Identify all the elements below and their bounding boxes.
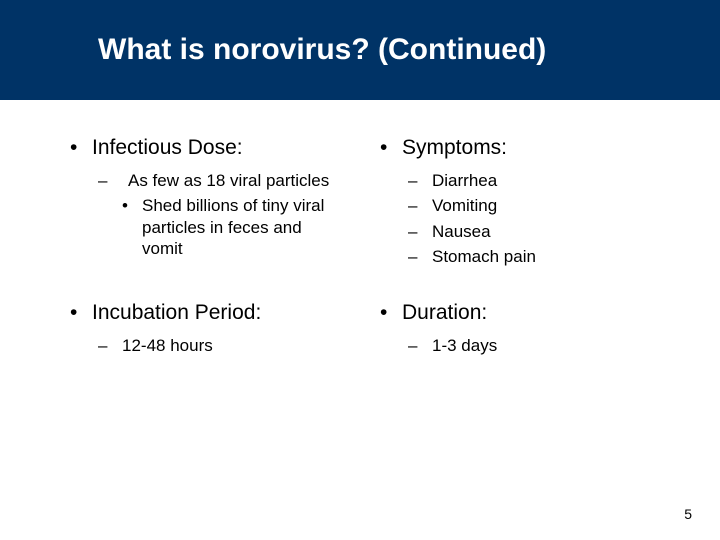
symptom-item: Stomach pain: [408, 246, 700, 267]
symptom-item: Vomiting: [408, 195, 700, 216]
duration-sub: 1-3 days: [408, 335, 700, 356]
incubation-heading: Incubation Period:: [70, 301, 380, 325]
infectious-dose-sub: As few as 18 viral particles: [98, 170, 380, 191]
symptom-item: Diarrhea: [408, 170, 700, 191]
infectious-dose-subsub: Shed billions of tiny viral particles in…: [122, 195, 342, 259]
infectious-dose-heading: Infectious Dose:: [70, 136, 380, 160]
duration-heading: Duration:: [380, 301, 700, 325]
left-column: Infectious Dose: As few as 18 viral part…: [70, 132, 380, 360]
incubation-sub: 12-48 hours: [98, 335, 380, 356]
symptom-item: Nausea: [408, 221, 700, 242]
symptoms-heading: Symptoms:: [380, 136, 700, 160]
title-band: What is norovirus? (Continued): [0, 0, 720, 100]
slide-title: What is norovirus? (Continued): [98, 33, 546, 67]
page-number: 5: [684, 506, 692, 522]
right-column: Symptoms: Diarrhea Vomiting Nausea Stoma…: [380, 132, 700, 360]
content-area: Infectious Dose: As few as 18 viral part…: [0, 100, 720, 360]
